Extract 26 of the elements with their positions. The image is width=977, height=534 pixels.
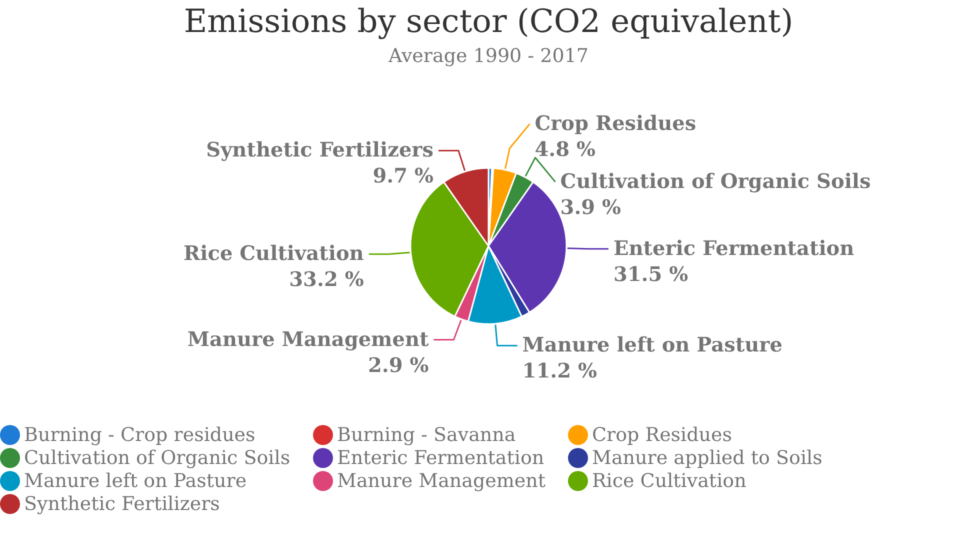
data-label: 3.9 % xyxy=(560,194,622,219)
slice-label: Manure left on Pasture xyxy=(522,332,782,357)
legend-label: Enteric Fermentation xyxy=(337,447,544,469)
legend-label: Rice Cultivation xyxy=(592,470,746,492)
slice-label: Cultivation of Organic Soils xyxy=(560,168,871,193)
data-label: 31.5 % xyxy=(613,262,688,286)
data-label: 9.7 % xyxy=(372,164,434,188)
slice-label: Synthetic Fertilizers xyxy=(206,138,434,162)
chart-title: Emissions by sector (CO2 equivalent) xyxy=(184,2,794,40)
legend-label: Burning - Crop residues xyxy=(24,424,256,446)
slice-label: Manure Management xyxy=(187,326,430,351)
slice-label: Rice Cultivation xyxy=(184,241,364,266)
data-label: 33.2 % xyxy=(289,267,364,292)
legend-label: Manure Management xyxy=(337,470,546,492)
data-label: 11.2 % xyxy=(522,358,597,383)
legend-label: Manure applied to Soils xyxy=(592,447,822,469)
legend-label: Cultivation of Organic Soils xyxy=(24,447,290,469)
legend-label: Burning - Savanna xyxy=(337,424,516,446)
legend-label: Synthetic Fertilizers xyxy=(24,493,220,515)
data-label: 4.8 % xyxy=(534,136,596,161)
data-label: 2.9 % xyxy=(368,352,429,377)
legend-label: Manure left on Pasture xyxy=(24,470,247,492)
slice-label: Enteric Fermentation xyxy=(613,236,855,260)
chart-subtitle: Average 1990 - 2017 xyxy=(388,45,588,67)
slice-label: Crop Residues xyxy=(534,110,696,135)
legend-label: Crop Residues xyxy=(592,424,732,446)
